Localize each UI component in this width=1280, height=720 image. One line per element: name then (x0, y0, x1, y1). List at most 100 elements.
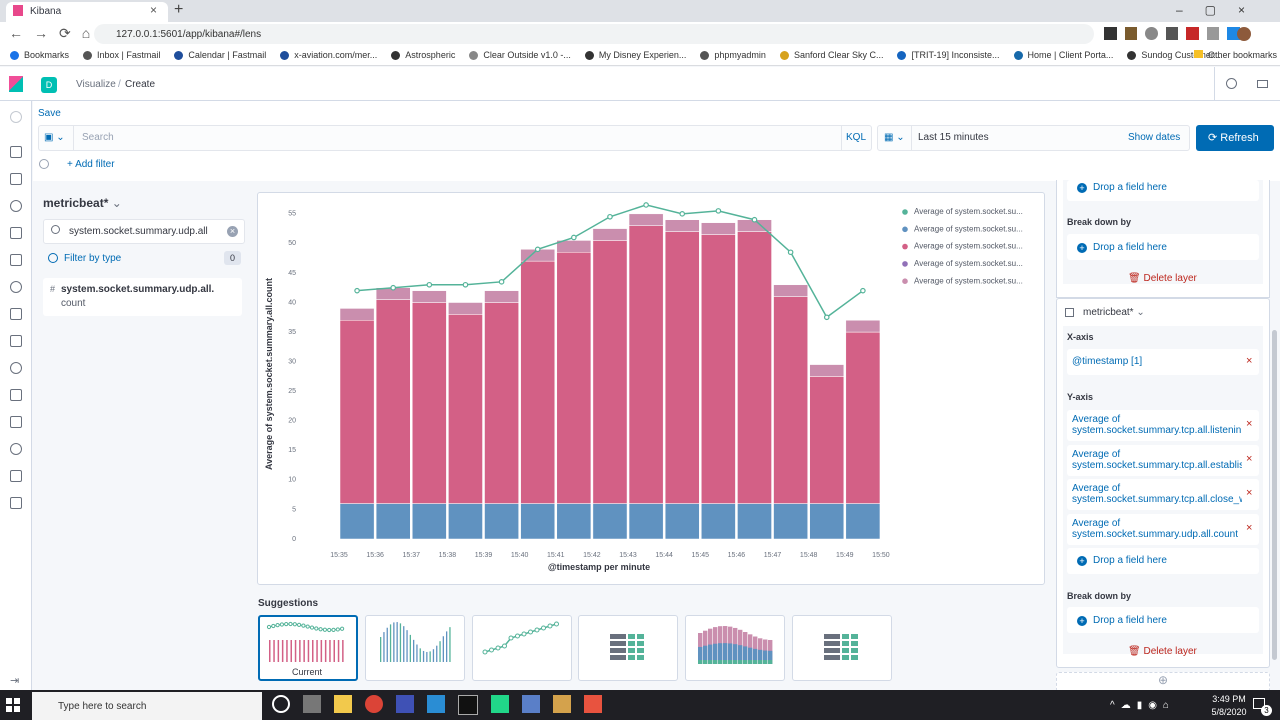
tab-close[interactable]: × (150, 3, 158, 17)
delete-layer[interactable]: 🗑 Delete layer (1128, 273, 1197, 284)
layer-chart-icon[interactable] (1065, 308, 1074, 317)
preview-bar (386, 627, 388, 662)
bookmark[interactable]: Inbox | Fastmail (83, 50, 160, 60)
clear-search[interactable]: × (227, 226, 238, 237)
dimension[interactable] (1067, 349, 1259, 375)
drop-zone[interactable]: + Drop a field here (1067, 180, 1259, 201)
field-item[interactable] (43, 278, 242, 316)
bar-segment (448, 503, 483, 540)
saved-query-menu[interactable]: ▣ ⌄ (38, 125, 74, 151)
bookmark[interactable]: Sanford Clear Sky C... (779, 50, 883, 60)
nav-icon[interactable] (10, 389, 22, 401)
kibana-logo[interactable] (9, 76, 23, 92)
help-icon[interactable] (1226, 78, 1237, 89)
suggestion-preview (266, 621, 345, 662)
nav-icon[interactable] (10, 146, 22, 158)
mail-icon[interactable] (1257, 80, 1268, 88)
nav-icon[interactable] (10, 111, 22, 123)
drop-zone[interactable]: + Drop a field here (1067, 548, 1259, 574)
index-pattern[interactable]: metricbeat* ⌄ (43, 196, 122, 210)
nav-icon[interactable] (10, 470, 22, 482)
y-tick-label: 55 (288, 211, 296, 218)
preview-bar (743, 646, 748, 660)
preview-point (495, 645, 501, 651)
remove-dimension[interactable]: × (1246, 355, 1253, 367)
preview-bar (269, 640, 271, 662)
preview-bar (703, 660, 708, 664)
nav-icon[interactable] (10, 443, 22, 455)
space-badge[interactable]: D (41, 77, 57, 93)
dimension[interactable] (1067, 479, 1259, 511)
bookmark[interactable]: My Disney Experien... (584, 50, 686, 60)
dimension[interactable] (1067, 444, 1259, 476)
tab-strip (0, 0, 1280, 22)
nav-icon[interactable] (10, 416, 22, 428)
preview-point (488, 647, 494, 653)
kql-button[interactable] (841, 125, 872, 151)
search-bar[interactable] (38, 125, 872, 151)
bar-segment (412, 503, 447, 540)
bookmark[interactable]: Calendar | Fastmail (174, 50, 266, 60)
nav-icon[interactable] (10, 227, 22, 239)
breadcrumb[interactable]: Visualize (76, 79, 116, 90)
browser-tab[interactable] (6, 2, 168, 22)
bookmark-label: Clear Outside v1.0 -... (483, 50, 571, 60)
other-bookmarks[interactable]: Other bookmarks (1194, 50, 1277, 60)
bookmark[interactable]: Astrospheric (391, 50, 455, 60)
window-controls[interactable]: –▢× (1176, 3, 1268, 17)
extension-icons (1104, 27, 1241, 41)
save-link[interactable]: Save (38, 108, 61, 119)
nav-icon[interactable] (10, 308, 22, 320)
bar-segment (375, 299, 411, 504)
bookmark[interactable]: phpmyadmin (700, 50, 766, 60)
refresh-button[interactable]: ⟳ Refresh (1196, 125, 1274, 151)
profile-avatar[interactable] (1237, 27, 1251, 41)
layer-index-pattern[interactable]: metricbeat* ⌄ (1083, 307, 1145, 318)
nav-icon[interactable] (10, 200, 22, 212)
delete-layer[interactable]: 🗑 Delete layer (1128, 646, 1197, 657)
tray-icons[interactable]: ^☁▮◉⌂ (1110, 700, 1175, 711)
notification-icon[interactable] (1253, 698, 1265, 709)
preview-bar (429, 651, 431, 662)
drop-zone[interactable]: + Drop a field here (1067, 234, 1259, 260)
nav-icon[interactable] (10, 497, 22, 509)
nav-icon[interactable] (10, 362, 22, 374)
date-picker[interactable] (877, 125, 1190, 151)
bookmark[interactable]: Sundog Customer... (1127, 50, 1221, 60)
preview-bar (743, 660, 748, 664)
show-dates[interactable]: Show dates (1128, 132, 1181, 143)
remove-dimension[interactable]: × (1246, 522, 1253, 535)
quick-menu[interactable]: ▦ ⌄ (877, 125, 912, 151)
bookmark[interactable]: x-aviation.com/mer... (280, 50, 377, 60)
dimension[interactable] (1067, 514, 1259, 546)
url-bar[interactable] (94, 24, 1094, 44)
start-button[interactable] (6, 698, 20, 712)
nav-icon[interactable] (10, 173, 22, 185)
taskbar-search[interactable] (32, 692, 262, 720)
filter-icon[interactable] (39, 159, 49, 169)
add-layer[interactable]: ⊕ (1056, 672, 1270, 692)
dimension-label: Average of (1072, 483, 1121, 495)
preview-bar (425, 651, 428, 662)
bookmark[interactable]: Home | Client Porta... (1013, 50, 1113, 60)
bookmark[interactable]: Clear Outside v1.0 -... (469, 50, 571, 60)
suggestion-preview (379, 622, 451, 662)
dimension[interactable] (1067, 410, 1259, 441)
suggestion[interactable] (364, 615, 465, 681)
field-search[interactable] (43, 219, 245, 244)
bookmark[interactable]: [TRIT-19] Inconsiste... (897, 50, 1000, 60)
nav-icon[interactable] (10, 254, 22, 266)
new-tab[interactable]: + (174, 1, 184, 18)
filter-by-type[interactable]: Filter by type (64, 253, 122, 264)
add-filter[interactable]: + Add filter (67, 159, 115, 170)
bookmark[interactable]: Bookmarks (10, 50, 69, 60)
drop-zone[interactable]: + Drop a field here (1067, 607, 1259, 633)
remove-dimension[interactable]: × (1246, 487, 1253, 500)
remove-dimension[interactable]: × (1246, 452, 1253, 465)
y-tick-label: 35 (288, 329, 296, 336)
remove-dimension[interactable]: × (1246, 418, 1253, 430)
collapse-nav[interactable]: ⇥ (10, 675, 20, 687)
nav-icon[interactable] (10, 281, 22, 293)
nav-buttons[interactable]: ←→⟳⌂ (9, 25, 102, 41)
nav-icon[interactable] (10, 335, 22, 347)
